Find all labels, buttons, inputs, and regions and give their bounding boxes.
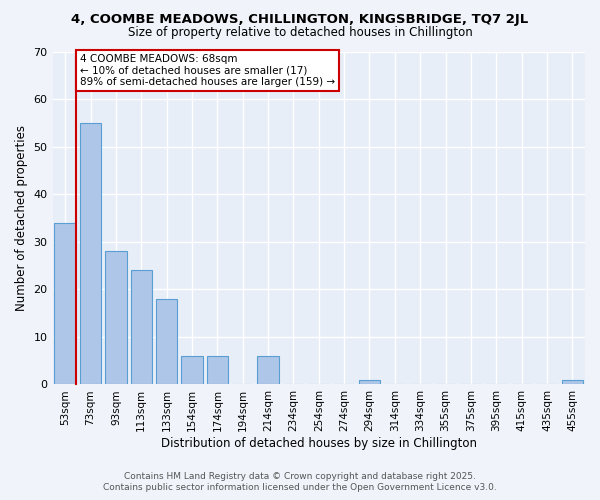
Text: Size of property relative to detached houses in Chillington: Size of property relative to detached ho… (128, 26, 472, 39)
Bar (156, 299, 178, 384)
Bar (181, 356, 203, 384)
Text: 4 COOMBE MEADOWS: 68sqm
← 10% of detached houses are smaller (17)
89% of semi-de: 4 COOMBE MEADOWS: 68sqm ← 10% of detache… (80, 54, 335, 87)
Text: 4, COOMBE MEADOWS, CHILLINGTON, KINGSBRIDGE, TQ7 2JL: 4, COOMBE MEADOWS, CHILLINGTON, KINGSBRI… (71, 12, 529, 26)
X-axis label: Distribution of detached houses by size in Chillington: Distribution of detached houses by size … (161, 437, 477, 450)
Bar (206, 356, 228, 384)
Bar (55, 222, 76, 384)
Bar (359, 380, 380, 384)
Text: Contains public sector information licensed under the Open Government Licence v3: Contains public sector information licen… (103, 484, 497, 492)
Bar (80, 123, 101, 384)
Text: Contains HM Land Registry data © Crown copyright and database right 2025.: Contains HM Land Registry data © Crown c… (124, 472, 476, 481)
Bar (131, 270, 152, 384)
Bar (257, 356, 279, 384)
Y-axis label: Number of detached properties: Number of detached properties (15, 125, 28, 311)
Bar (562, 380, 583, 384)
Bar (105, 252, 127, 384)
